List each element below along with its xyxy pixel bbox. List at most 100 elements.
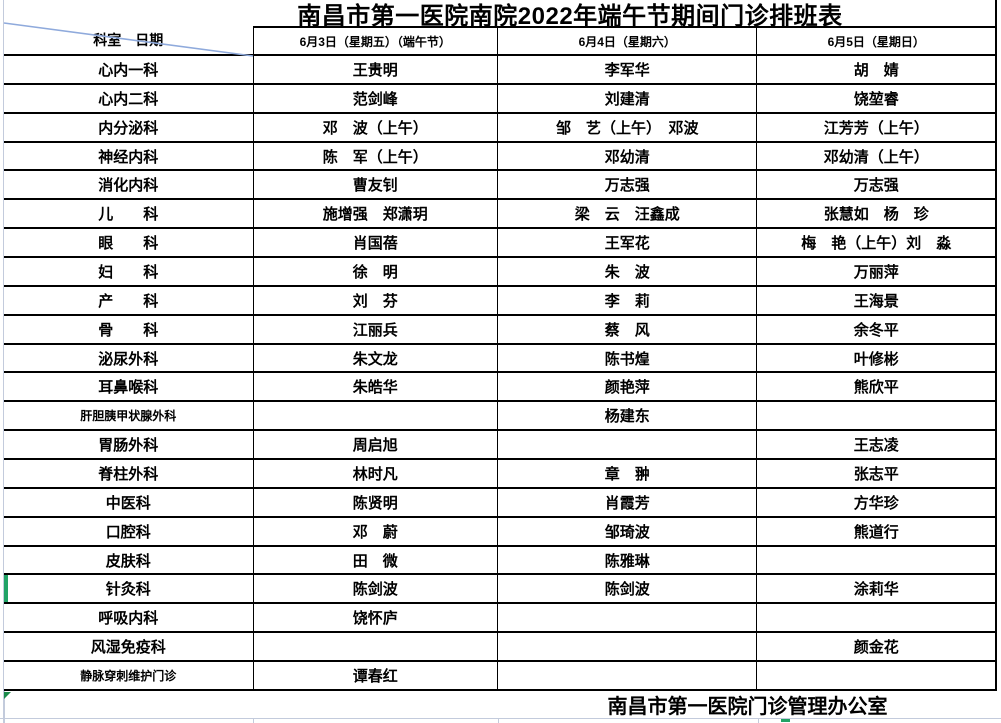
- dept-cell[interactable]: 胃肠外科: [98, 437, 159, 455]
- dept-cell[interactable]: 风湿免疫科: [90, 639, 166, 657]
- schedule-cell[interactable]: 邓幼清（上午）: [756, 142, 995, 170]
- schedule-cell[interactable]: 王军花: [497, 229, 756, 257]
- table-row: 泌尿外科 朱文龙 陈书煌 叶修彬: [4, 344, 995, 374]
- schedule-cell[interactable]: 王志凌: [756, 431, 995, 459]
- schedule-cell[interactable]: [497, 633, 756, 661]
- dept-cell[interactable]: 妇 科: [98, 263, 159, 281]
- table-row: 消化内科 曹友钊 万志强 万志强: [4, 171, 995, 201]
- schedule-cell[interactable]: 万志强: [756, 171, 995, 199]
- schedule-cell[interactable]: 江芳芳（上午）: [756, 113, 995, 141]
- schedule-cell[interactable]: 胡 婧: [756, 56, 995, 83]
- dept-cell[interactable]: 口腔科: [105, 523, 151, 541]
- schedule-cell[interactable]: 邹 艺（上午） 邓波: [497, 113, 756, 141]
- schedule-cell[interactable]: 徐 明: [252, 258, 498, 285]
- schedule-cell[interactable]: 王贵明: [252, 56, 498, 83]
- schedule-cell[interactable]: 万志强: [497, 171, 756, 199]
- schedule-cell[interactable]: 颜艳萍: [497, 373, 756, 401]
- dept-cell[interactable]: 皮肤科: [105, 552, 151, 570]
- schedule-cell[interactable]: [497, 604, 756, 632]
- title-cell[interactable]: 南昌市第一医院南院2022年端午节期间门诊排班表: [253, 0, 995, 30]
- schedule-cell[interactable]: 张慧如 杨 珍: [756, 200, 995, 228]
- corner-header-cell[interactable]: 科室 日期: [3, 22, 254, 57]
- schedule-cell[interactable]: 李 莉: [497, 286, 756, 314]
- schedule-cell[interactable]: 邓幼清: [497, 142, 756, 170]
- schedule-cell[interactable]: [756, 604, 995, 632]
- schedule-cell[interactable]: 邹琦波: [497, 517, 756, 545]
- schedule-cell[interactable]: [497, 431, 756, 459]
- schedule-cell[interactable]: 林时凡: [252, 460, 498, 487]
- dept-cell[interactable]: 呼吸内科: [98, 610, 159, 628]
- schedule-cell[interactable]: 熊道行: [756, 517, 995, 545]
- footer-text: 南昌市第一医院门诊管理办公室: [607, 696, 888, 718]
- schedule-cell[interactable]: 朱文龙: [252, 344, 498, 372]
- schedule-cell[interactable]: 余冬平: [756, 315, 995, 343]
- schedule-cell[interactable]: 李军华: [497, 56, 756, 83]
- schedule-cell[interactable]: 刘建清: [497, 84, 756, 112]
- table-header-row: 科室 日期 6月3日（星期五）（端午节） 6月4日（星期六） 6月5日（星期日）: [3, 22, 995, 57]
- schedule-cell[interactable]: 万丽萍: [756, 258, 995, 285]
- schedule-cell[interactable]: [756, 662, 995, 689]
- dept-cell[interactable]: 眼 科: [98, 235, 159, 253]
- schedule-cell[interactable]: 田 微: [252, 546, 498, 574]
- header-date-2[interactable]: 6月4日（星期六）: [497, 28, 756, 54]
- schedule-cell[interactable]: 曹友钊: [252, 171, 498, 199]
- dept-cell[interactable]: 中医科: [105, 494, 151, 512]
- schedule-cell[interactable]: [497, 662, 756, 689]
- dept-cell[interactable]: 神经内科: [98, 148, 159, 166]
- dept-cell[interactable]: 针灸科: [105, 581, 151, 599]
- schedule-cell[interactable]: 饶怀庐: [252, 604, 498, 632]
- dept-cell[interactable]: 产 科: [98, 292, 159, 310]
- cell-error-indicator-icon: [4, 692, 11, 699]
- schedule-cell[interactable]: 邓 波（上午）: [252, 113, 498, 141]
- dept-cell[interactable]: 耳鼻喉科: [98, 379, 159, 397]
- schedule-cell[interactable]: 熊欣平: [756, 373, 995, 401]
- schedule-cell[interactable]: 陈剑波: [252, 575, 498, 603]
- schedule-cell[interactable]: 肖国蓓: [252, 229, 498, 257]
- schedule-cell[interactable]: 施增强 郑潇玥: [252, 200, 498, 228]
- schedule-cell[interactable]: 陈剑波: [497, 575, 756, 603]
- schedule-cell[interactable]: 朱皓华: [252, 373, 498, 401]
- dept-cell[interactable]: 泌尿外科: [98, 350, 159, 368]
- schedule-cell[interactable]: 涂莉华: [756, 575, 995, 603]
- schedule-cell[interactable]: 饶堃睿: [756, 84, 995, 112]
- dept-cell[interactable]: 肝胆胰甲状腺外科: [80, 409, 177, 424]
- dept-cell[interactable]: 静脉穿刺维护门诊: [80, 668, 177, 683]
- schedule-cell[interactable]: 江丽兵: [252, 315, 498, 343]
- dept-cell[interactable]: 心内一科: [98, 61, 159, 79]
- schedule-cell[interactable]: 方华珍: [756, 488, 995, 516]
- dept-cell[interactable]: 骨 科: [98, 321, 159, 339]
- schedule-cell[interactable]: 陈雅琳: [497, 546, 756, 574]
- dept-cell[interactable]: 脊柱外科: [98, 465, 159, 483]
- schedule-cell[interactable]: 颜金花: [756, 633, 995, 661]
- schedule-cell[interactable]: 梁 云 汪鑫成: [497, 200, 756, 228]
- schedule-cell[interactable]: 张志平: [756, 460, 995, 487]
- schedule-cell[interactable]: 邓 蔚: [252, 517, 498, 545]
- schedule-cell[interactable]: 章 翀: [497, 460, 756, 487]
- schedule-cell[interactable]: [252, 633, 498, 661]
- schedule-table: 南昌市第一医院南院2022年端午节期间门诊排班表 科室 日期 6月3日（星期五）…: [3, 0, 997, 691]
- schedule-cell[interactable]: [756, 402, 995, 430]
- schedule-cell[interactable]: 杨建东: [497, 402, 756, 430]
- schedule-cell[interactable]: 朱 波: [497, 258, 756, 285]
- schedule-cell[interactable]: 王海景: [756, 286, 995, 314]
- header-date-3[interactable]: 6月5日（星期日）: [756, 28, 995, 54]
- schedule-cell[interactable]: 陈贤明: [252, 488, 498, 516]
- schedule-cell[interactable]: 梅 艳（上午）刘 淼: [756, 229, 995, 257]
- schedule-cell[interactable]: 范剑峰: [252, 84, 498, 112]
- schedule-cell[interactable]: 周启旭: [252, 431, 498, 459]
- header-date-1[interactable]: 6月3日（星期五）（端午节）: [252, 28, 498, 54]
- schedule-cell[interactable]: [252, 402, 498, 430]
- schedule-cell[interactable]: 刘 芬: [252, 286, 498, 314]
- schedule-cell[interactable]: 肖霞芳: [497, 488, 756, 516]
- dept-cell[interactable]: 儿 科: [98, 206, 159, 224]
- dept-cell[interactable]: 消化内科: [98, 177, 159, 195]
- schedule-cell[interactable]: 蔡 风: [497, 315, 756, 343]
- schedule-cell[interactable]: 叶修彬: [756, 344, 995, 372]
- dept-cell[interactable]: 心内二科: [98, 90, 159, 108]
- dept-cell[interactable]: 内分泌科: [98, 119, 159, 137]
- schedule-cell[interactable]: [756, 546, 995, 574]
- schedule-cell[interactable]: 陈书煌: [497, 344, 756, 372]
- schedule-cell[interactable]: 陈 军（上午）: [252, 142, 498, 170]
- footer-cell[interactable]: 南昌市第一医院门诊管理办公室: [498, 691, 997, 718]
- schedule-cell[interactable]: 谭春红: [252, 662, 498, 689]
